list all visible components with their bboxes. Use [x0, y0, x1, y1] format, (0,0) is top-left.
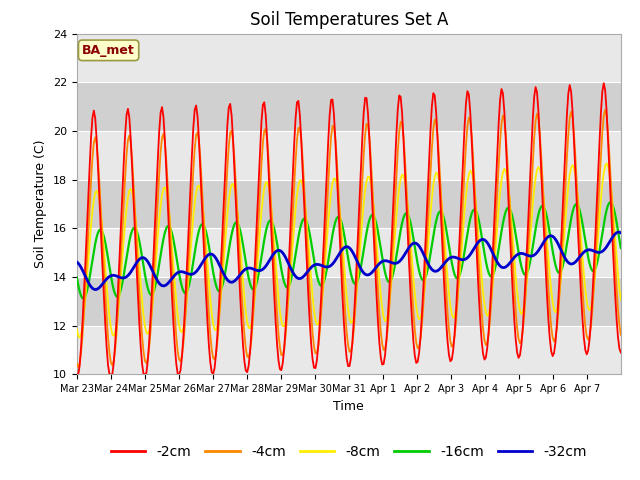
Bar — [77, 34, 621, 82]
Y-axis label: Soil Temperature (C): Soil Temperature (C) — [35, 140, 47, 268]
Bar — [77, 180, 621, 228]
Bar — [77, 326, 621, 374]
Text: BA_met: BA_met — [82, 44, 135, 57]
X-axis label: Time: Time — [333, 400, 364, 413]
Title: Soil Temperatures Set A: Soil Temperatures Set A — [250, 11, 448, 29]
Bar — [77, 228, 621, 277]
Bar — [77, 131, 621, 180]
Bar — [77, 277, 621, 326]
Legend: -2cm, -4cm, -8cm, -16cm, -32cm: -2cm, -4cm, -8cm, -16cm, -32cm — [105, 439, 593, 464]
Bar — [77, 82, 621, 131]
